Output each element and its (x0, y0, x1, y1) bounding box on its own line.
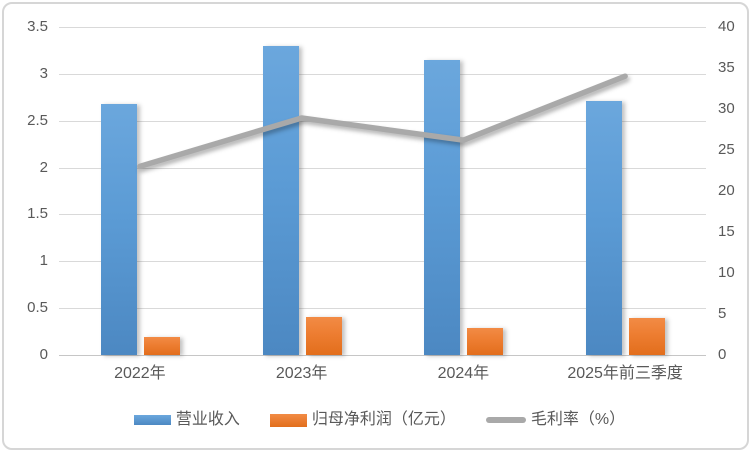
y-left-tick-3: 3 (39, 64, 48, 82)
y-left-tick-0: 0 (39, 346, 48, 363)
legend-item-gross-margin: 毛利率（%） (485, 409, 626, 431)
legend-label-revenue: 营业收入 (175, 411, 240, 428)
gross-margin-line (137, 73, 628, 170)
x-category-label-2023年: 2023年 (275, 365, 328, 382)
y-right-tick-30: 30 (718, 100, 735, 117)
legend-label-gross-margin: 毛利率（%） (530, 411, 626, 428)
legend-swatch-revenue-bar-icon (133, 415, 171, 425)
gridline (59, 214, 706, 216)
plot-area (59, 27, 706, 356)
gross-margin-line-layer (137, 73, 628, 170)
legend-swatch-net-profit-bar-icon (269, 413, 307, 427)
revenue-bar-2024年 (424, 59, 461, 355)
y-right-tick-35: 35 (718, 59, 735, 76)
y-left-tick-1.5: 1.5 (27, 205, 48, 223)
revenue-bar-2022年 (100, 103, 137, 355)
net-profit-bar-2024年 (467, 327, 504, 355)
net-profit-bar-2025年前三季度 (629, 318, 666, 355)
legend: 营业收入 归母净利润（亿元） 毛利率（%） (4, 409, 751, 431)
legend-item-net-profit: 归母净利润（亿元） (269, 409, 456, 431)
x-category-label-2022年: 2022年 (114, 365, 166, 382)
y-left-tick-1: 1 (39, 252, 48, 270)
y-right-tick-40: 40 (718, 18, 735, 35)
y-left-tick-0.5: 0.5 (27, 299, 48, 317)
y-right-tick-25: 25 (718, 141, 735, 158)
legend-item-revenue: 营业收入 (133, 409, 240, 431)
gridline (59, 120, 706, 122)
legend-swatch-gross-margin-line-icon (485, 417, 526, 423)
gridline (59, 261, 706, 263)
x-category-label-2024年: 2024年 (437, 365, 490, 382)
legend-label-net-profit: 归母净利润（亿元） (311, 411, 456, 428)
y-right-tick-15: 15 (718, 223, 735, 240)
gridline (59, 27, 706, 28)
gridline (59, 167, 706, 169)
y-left-tick-2: 2 (39, 158, 48, 176)
y-right-tick-10: 10 (718, 264, 735, 281)
net-profit-bar-2023年 (305, 316, 342, 355)
x-category-label-2025年前三季度: 2025年前三季度 (567, 365, 683, 382)
revenue-bar-2023年 (262, 45, 299, 355)
x-axis-line (59, 355, 706, 356)
net-profit-bar-2022年 (143, 337, 180, 355)
y-left-tick-2.5: 2.5 (27, 111, 48, 129)
y-left-tick-3.5: 3.5 (27, 18, 48, 35)
revenue-bar-2025年前三季度 (586, 101, 623, 355)
y-right-tick-0: 0 (718, 346, 727, 363)
gridline (59, 73, 706, 75)
gridline (59, 308, 706, 310)
y-right-tick-5: 5 (718, 305, 727, 322)
y-right-tick-20: 20 (718, 182, 735, 199)
